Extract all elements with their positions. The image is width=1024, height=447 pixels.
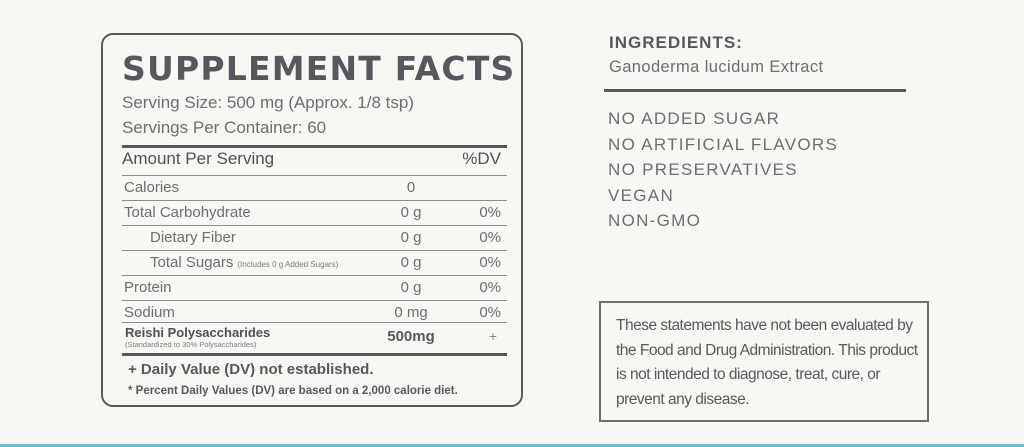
nutrient-amount: 0 g bbox=[400, 279, 422, 296]
supplement-facts-panel: SUPPLEMENT FACTS Serving Size: 500 mg (A… bbox=[101, 33, 523, 407]
nutrient-amount: 0 g bbox=[400, 254, 422, 271]
nutrient-name: Sodium bbox=[124, 304, 175, 321]
claim-item: VEGAN bbox=[608, 185, 675, 205]
divider-thick bbox=[122, 353, 507, 356]
nutrient-amount: 0 g bbox=[400, 204, 422, 221]
nutrient-name-with-note: Total Sugars (Includes 0 g Added Sugars) bbox=[150, 254, 338, 271]
nutrient-name: Total Carbohydrate bbox=[124, 204, 251, 221]
divider bbox=[122, 250, 507, 251]
reishi-standardization-note: (Standardized to 30% Polysaccharides) bbox=[125, 340, 257, 349]
nutrient-row-dietary-fiber: Dietary Fiber 0 g 0% bbox=[122, 225, 507, 250]
nutrient-row-total-carbohydrate: Total Carbohydrate 0 g 0% bbox=[122, 200, 507, 225]
divider bbox=[122, 225, 507, 226]
footnote-percent-daily-values: * Percent Daily Values (DV) are based on… bbox=[128, 385, 458, 397]
reishi-amount: 500mg bbox=[387, 328, 435, 345]
nutrient-dv: 0% bbox=[479, 254, 501, 271]
facts-header-row: Amount Per Serving %DV bbox=[122, 149, 507, 173]
nutrient-amount: 0 bbox=[406, 179, 416, 196]
claim-item: NO PRESERVATIVES bbox=[608, 160, 798, 179]
nutrient-name: Total Sugars bbox=[150, 254, 234, 271]
footnote-dv-not-established: + Daily Value (DV) not established. bbox=[128, 361, 374, 378]
nutrient-dv: 0% bbox=[479, 204, 501, 221]
divider-thick bbox=[122, 145, 507, 148]
nutrient-dv: 0% bbox=[479, 279, 501, 296]
amount-per-serving-label: Amount Per Serving bbox=[122, 149, 275, 168]
fda-disclaimer-box: These statements have not been evaluated… bbox=[599, 301, 929, 422]
facts-title: SUPPLEMENT FACTS bbox=[122, 49, 516, 88]
nutrient-dv: 0% bbox=[479, 304, 501, 321]
claim-item: NO ARTIFICIAL FLAVORS bbox=[608, 134, 839, 154]
nutrient-row-sodium: Sodium 0 mg 0% bbox=[122, 300, 507, 325]
nutrient-name: Dietary Fiber bbox=[150, 229, 236, 246]
nutrient-dv: 0% bbox=[479, 229, 501, 246]
divider bbox=[122, 275, 507, 276]
bottom-accent-bar bbox=[0, 444, 1024, 447]
nutrient-name: Calories bbox=[124, 179, 180, 196]
claim-item: NON-GMO bbox=[608, 211, 702, 230]
dv-header-label: %DV bbox=[462, 149, 501, 168]
nutrient-row-total-sugars: Total Sugars (Includes 0 g Added Sugars) … bbox=[122, 250, 507, 275]
divider bbox=[122, 200, 507, 201]
serving-size: Serving Size: 500 mg (Approx. 1/8 tsp) bbox=[122, 93, 414, 112]
divider bbox=[122, 322, 507, 323]
ingredients-title: INGREDIENTS: bbox=[609, 33, 743, 52]
divider bbox=[122, 300, 507, 301]
added-sugars-note: (Includes 0 g Added Sugars) bbox=[237, 260, 339, 269]
nutrient-amount: 0 g bbox=[400, 229, 422, 246]
ingredients-divider bbox=[604, 89, 906, 92]
reishi-name: Reishi Polysaccharides bbox=[125, 325, 271, 340]
nutrient-row-protein: Protein 0 g 0% bbox=[122, 275, 507, 300]
servings-per-container: Servings Per Container: 60 bbox=[122, 118, 327, 137]
nutrient-row-calories: Calories 0 bbox=[122, 175, 507, 200]
claim-item: NO ADDED SUGAR bbox=[608, 109, 781, 128]
claims-list: NO ADDED SUGAR NO ARTIFICIAL FLAVORS NO … bbox=[608, 106, 838, 234]
nutrient-amount: 0 mg bbox=[394, 304, 428, 321]
reishi-dv: + bbox=[488, 328, 497, 344]
fda-disclaimer-text: These statements have not been evaluated… bbox=[616, 317, 918, 408]
divider bbox=[122, 175, 507, 176]
nutrient-name: Protein bbox=[124, 279, 172, 296]
ingredients-text: Ganoderma lucidum Extract bbox=[609, 58, 824, 76]
